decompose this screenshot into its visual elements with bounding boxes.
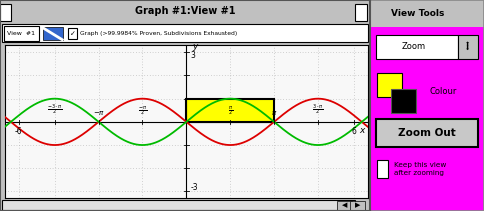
Bar: [458, 35, 478, 59]
Text: 6: 6: [351, 127, 356, 136]
Bar: [391, 89, 416, 113]
Bar: [69, 28, 76, 39]
Bar: [43, 27, 63, 40]
Text: ▶: ▶: [355, 202, 360, 208]
Bar: [370, 0, 484, 27]
FancyBboxPatch shape: [376, 119, 478, 147]
Bar: [350, 201, 365, 210]
Text: Keep this view
after zooming: Keep this view after zooming: [394, 162, 446, 176]
Bar: [355, 4, 366, 21]
Text: Graph (>99.9984% Proven, Subdivisions Exhausted): Graph (>99.9984% Proven, Subdivisions Ex…: [79, 31, 237, 36]
Bar: [0, 0, 370, 22]
Text: ⬆
⬇: ⬆ ⬇: [466, 42, 471, 51]
Text: y: y: [193, 42, 198, 51]
Text: $\frac{\pi}{2}$: $\frac{\pi}{2}$: [227, 104, 233, 117]
Bar: [186, 99, 274, 122]
Text: $\pi$: $\pi$: [271, 109, 277, 117]
Text: -3: -3: [191, 183, 198, 192]
Bar: [376, 35, 458, 59]
Text: Colour: Colour: [429, 87, 457, 96]
Text: ◀: ◀: [342, 202, 347, 208]
Bar: [2, 24, 368, 42]
Bar: [0, 4, 11, 21]
Bar: [4, 26, 39, 41]
Text: x: x: [360, 126, 365, 135]
Text: View  #1: View #1: [7, 31, 35, 36]
Text: ✓: ✓: [70, 31, 76, 37]
Text: View Tools: View Tools: [392, 9, 445, 18]
Text: Zoom Out: Zoom Out: [398, 128, 456, 138]
Text: $-\pi$: $-\pi$: [92, 109, 105, 117]
Text: -6: -6: [15, 127, 23, 136]
Bar: [2, 200, 355, 210]
Text: 3: 3: [191, 51, 196, 60]
Text: $\frac{-\pi}{2}$: $\frac{-\pi}{2}$: [138, 104, 147, 117]
Text: $\frac{3\cdot\pi}{2}$: $\frac{3\cdot\pi}{2}$: [312, 103, 324, 117]
Text: Zoom: Zoom: [401, 42, 425, 51]
Bar: [337, 201, 352, 210]
Text: $\frac{-3\cdot\pi}{2}$: $\frac{-3\cdot\pi}{2}$: [47, 103, 62, 117]
Bar: [377, 73, 402, 97]
Text: Graph #1:View #1: Graph #1:View #1: [135, 6, 235, 16]
Bar: [377, 160, 389, 178]
